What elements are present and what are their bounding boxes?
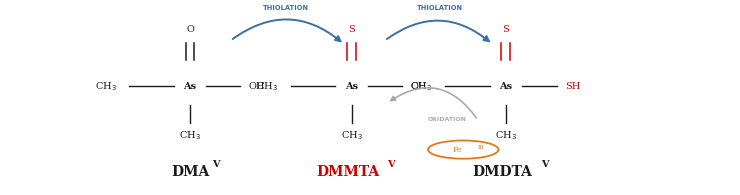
Text: Fe: Fe (453, 146, 462, 154)
Text: OXIDATION: OXIDATION (428, 117, 467, 122)
Text: S: S (349, 25, 355, 34)
Text: SH: SH (565, 82, 580, 91)
Text: CH$_3$: CH$_3$ (95, 80, 116, 93)
Text: CH$_3$: CH$_3$ (256, 80, 278, 93)
FancyArrowPatch shape (391, 88, 477, 118)
Text: THIOLATION: THIOLATION (263, 5, 309, 12)
Text: DMMTA: DMMTA (317, 165, 380, 179)
Text: CH$_3$: CH$_3$ (495, 129, 517, 142)
Text: V: V (212, 160, 220, 169)
Text: V: V (541, 160, 549, 169)
Text: OH: OH (411, 82, 427, 91)
Text: DMA: DMA (171, 165, 209, 179)
Text: As: As (500, 82, 512, 91)
Text: DMDTA: DMDTA (472, 165, 532, 179)
Text: CH$_3$: CH$_3$ (340, 129, 363, 142)
FancyArrowPatch shape (387, 21, 489, 41)
Text: THIOLATION: THIOLATION (417, 5, 462, 12)
Text: CH$_3$: CH$_3$ (179, 129, 201, 142)
Text: As: As (345, 82, 358, 91)
Text: CH$_3$: CH$_3$ (411, 80, 432, 93)
FancyArrowPatch shape (232, 20, 340, 41)
Text: V: V (387, 160, 394, 169)
Text: O: O (186, 25, 194, 34)
Text: As: As (184, 82, 197, 91)
Text: III: III (478, 145, 485, 150)
Text: S: S (502, 25, 509, 34)
Text: OH: OH (249, 82, 266, 91)
